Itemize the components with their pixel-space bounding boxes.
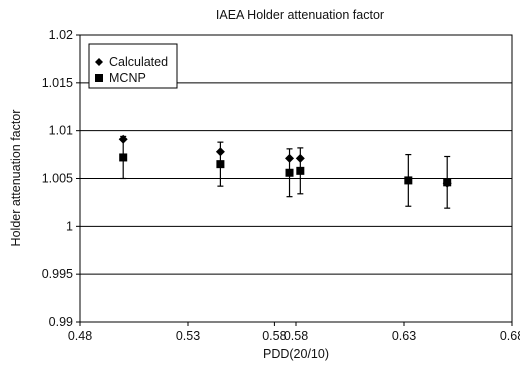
calculated-point [285, 154, 294, 163]
x-axis-label: PDD(20/10) [263, 347, 329, 361]
mcnp-point [286, 169, 294, 177]
calculated-point [119, 135, 128, 144]
mcnp-point [404, 176, 412, 184]
x-tick-label: 0.48 [68, 329, 92, 343]
y-tick-label: 1 [66, 219, 73, 233]
mcnp-point [119, 153, 127, 161]
legend-square-marker [95, 74, 103, 82]
y-axis-ticks: 0.99 0.995 1 1.005 1.01 1.015 1.02 [42, 28, 80, 329]
calculated-point [216, 147, 225, 156]
y-tick-label: 1.015 [42, 76, 73, 90]
y-tick-label: 1.005 [42, 172, 73, 186]
y-tick-label: 1.01 [49, 124, 73, 138]
legend-label-calculated: Calculated [109, 55, 168, 69]
y-tick-label: 0.995 [42, 267, 73, 281]
x-tick-label: 0.68 [500, 329, 520, 343]
chart-title: IAEA Holder attenuation factor [216, 8, 384, 22]
x-tick-label: 0.63 [392, 329, 416, 343]
legend: Calculated MCNP [89, 44, 177, 88]
y-axis-label: Holder attenuation factor [9, 110, 23, 247]
x-tick-label: 0.58 [284, 329, 308, 343]
y-tick-label: 0.99 [49, 315, 73, 329]
calculated-point [296, 154, 305, 163]
legend-label-mcnp: MCNP [109, 71, 146, 85]
mcnp-point [296, 167, 304, 175]
mcnp-point [216, 160, 224, 168]
y-tick-label: 1.02 [49, 28, 73, 42]
x-tick-label: 0.53 [176, 329, 200, 343]
x-axis-ticks: 0.480.530.580.580.630.68 [68, 322, 520, 343]
data-marks [119, 135, 452, 208]
